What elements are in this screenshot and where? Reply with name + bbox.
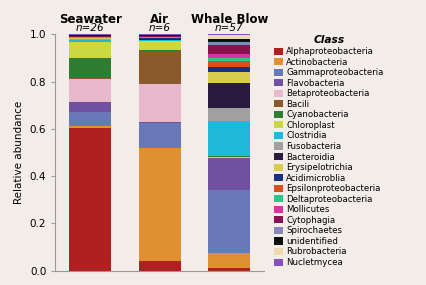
Bar xyxy=(208,268,250,271)
Bar xyxy=(208,158,250,190)
Bar xyxy=(208,190,250,253)
Bar xyxy=(139,37,181,38)
Bar xyxy=(69,103,111,112)
Bar xyxy=(208,39,250,42)
Bar xyxy=(69,35,111,36)
Bar xyxy=(208,54,250,58)
Bar xyxy=(139,261,181,271)
Bar xyxy=(208,34,250,35)
Bar xyxy=(208,45,250,54)
Bar xyxy=(69,58,111,78)
Bar xyxy=(139,122,181,123)
Bar xyxy=(139,38,181,39)
Bar xyxy=(69,39,111,40)
Bar xyxy=(69,34,111,35)
Bar xyxy=(69,127,111,271)
Bar xyxy=(208,253,250,268)
Legend: Alphaproteobacteria, Actinobacteria, Gammaproteobacteria, Flavobacteria, Betapro: Alphaproteobacteria, Actinobacteria, Gam… xyxy=(273,34,386,269)
Bar xyxy=(208,83,250,109)
Bar xyxy=(208,35,250,39)
Text: Seawater: Seawater xyxy=(59,13,121,26)
Bar xyxy=(208,157,250,158)
Bar xyxy=(69,78,111,79)
Text: Whale Blow: Whale Blow xyxy=(191,13,268,26)
Bar xyxy=(208,42,250,45)
Bar xyxy=(69,36,111,37)
Bar xyxy=(208,109,250,121)
Bar xyxy=(139,39,181,40)
Bar xyxy=(139,50,181,51)
Y-axis label: Relative abundance: Relative abundance xyxy=(14,101,24,204)
Bar xyxy=(139,35,181,36)
Bar xyxy=(208,58,250,61)
Bar xyxy=(139,123,181,148)
Bar xyxy=(208,72,250,83)
Text: Air: Air xyxy=(150,13,169,26)
Bar xyxy=(208,61,250,67)
Bar xyxy=(139,84,181,122)
Bar xyxy=(139,51,181,84)
Bar xyxy=(69,40,111,42)
Text: n=26: n=26 xyxy=(76,23,104,33)
Bar xyxy=(69,37,111,38)
Bar xyxy=(139,36,181,37)
Bar xyxy=(139,148,181,261)
Bar xyxy=(139,40,181,50)
Bar xyxy=(69,38,111,39)
Bar xyxy=(69,42,111,58)
Bar xyxy=(208,156,250,157)
Bar xyxy=(69,112,111,126)
Text: n=57: n=57 xyxy=(215,23,244,33)
Bar xyxy=(208,67,250,72)
Text: n=6: n=6 xyxy=(149,23,171,33)
Bar xyxy=(69,79,111,103)
Bar xyxy=(208,121,250,156)
Bar xyxy=(69,126,111,127)
Bar xyxy=(139,34,181,35)
